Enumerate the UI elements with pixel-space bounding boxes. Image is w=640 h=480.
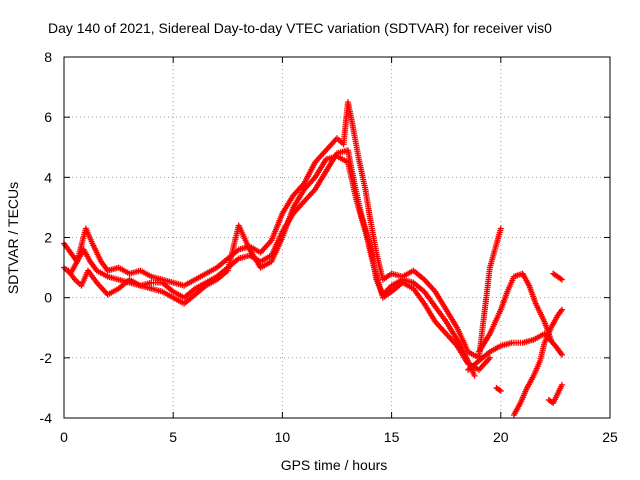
y-tick-label: 0 (44, 290, 52, 306)
chart-title: Day 140 of 2021, Sidereal Day-to-day VTE… (48, 20, 552, 36)
y-tick-label: -4 (40, 410, 53, 426)
x-tick-label: 0 (60, 429, 68, 445)
y-tick-label: 4 (44, 169, 52, 185)
x-tick-labels: 0 5 10 15 20 25 (60, 429, 618, 445)
axis-ticks (63, 56, 611, 419)
data-point (558, 306, 565, 313)
data-point (558, 276, 565, 283)
grid-lines (64, 57, 610, 418)
y-tick-label: 6 (44, 109, 52, 125)
data-point (471, 372, 478, 379)
y-tick-label: -2 (40, 350, 53, 366)
data-points (61, 99, 565, 418)
data-point (497, 387, 504, 394)
data-point (548, 336, 555, 343)
data-point (558, 381, 565, 388)
x-axis-label: GPS time / hours (281, 457, 388, 473)
x-tick-label: 15 (384, 429, 400, 445)
data-point (558, 351, 565, 358)
x-tick-label: 5 (169, 429, 177, 445)
y-tick-label: 2 (44, 230, 52, 246)
y-axis-label: SDTVAR / TECUs (5, 182, 21, 294)
data-point (497, 225, 504, 232)
x-tick-label: 10 (275, 429, 291, 445)
y-tick-label: 8 (44, 49, 52, 65)
y-tick-labels: -4 -2 0 2 4 6 8 (40, 49, 53, 426)
x-tick-label: 25 (602, 429, 618, 445)
data-point (486, 354, 493, 361)
x-tick-label: 20 (493, 429, 509, 445)
